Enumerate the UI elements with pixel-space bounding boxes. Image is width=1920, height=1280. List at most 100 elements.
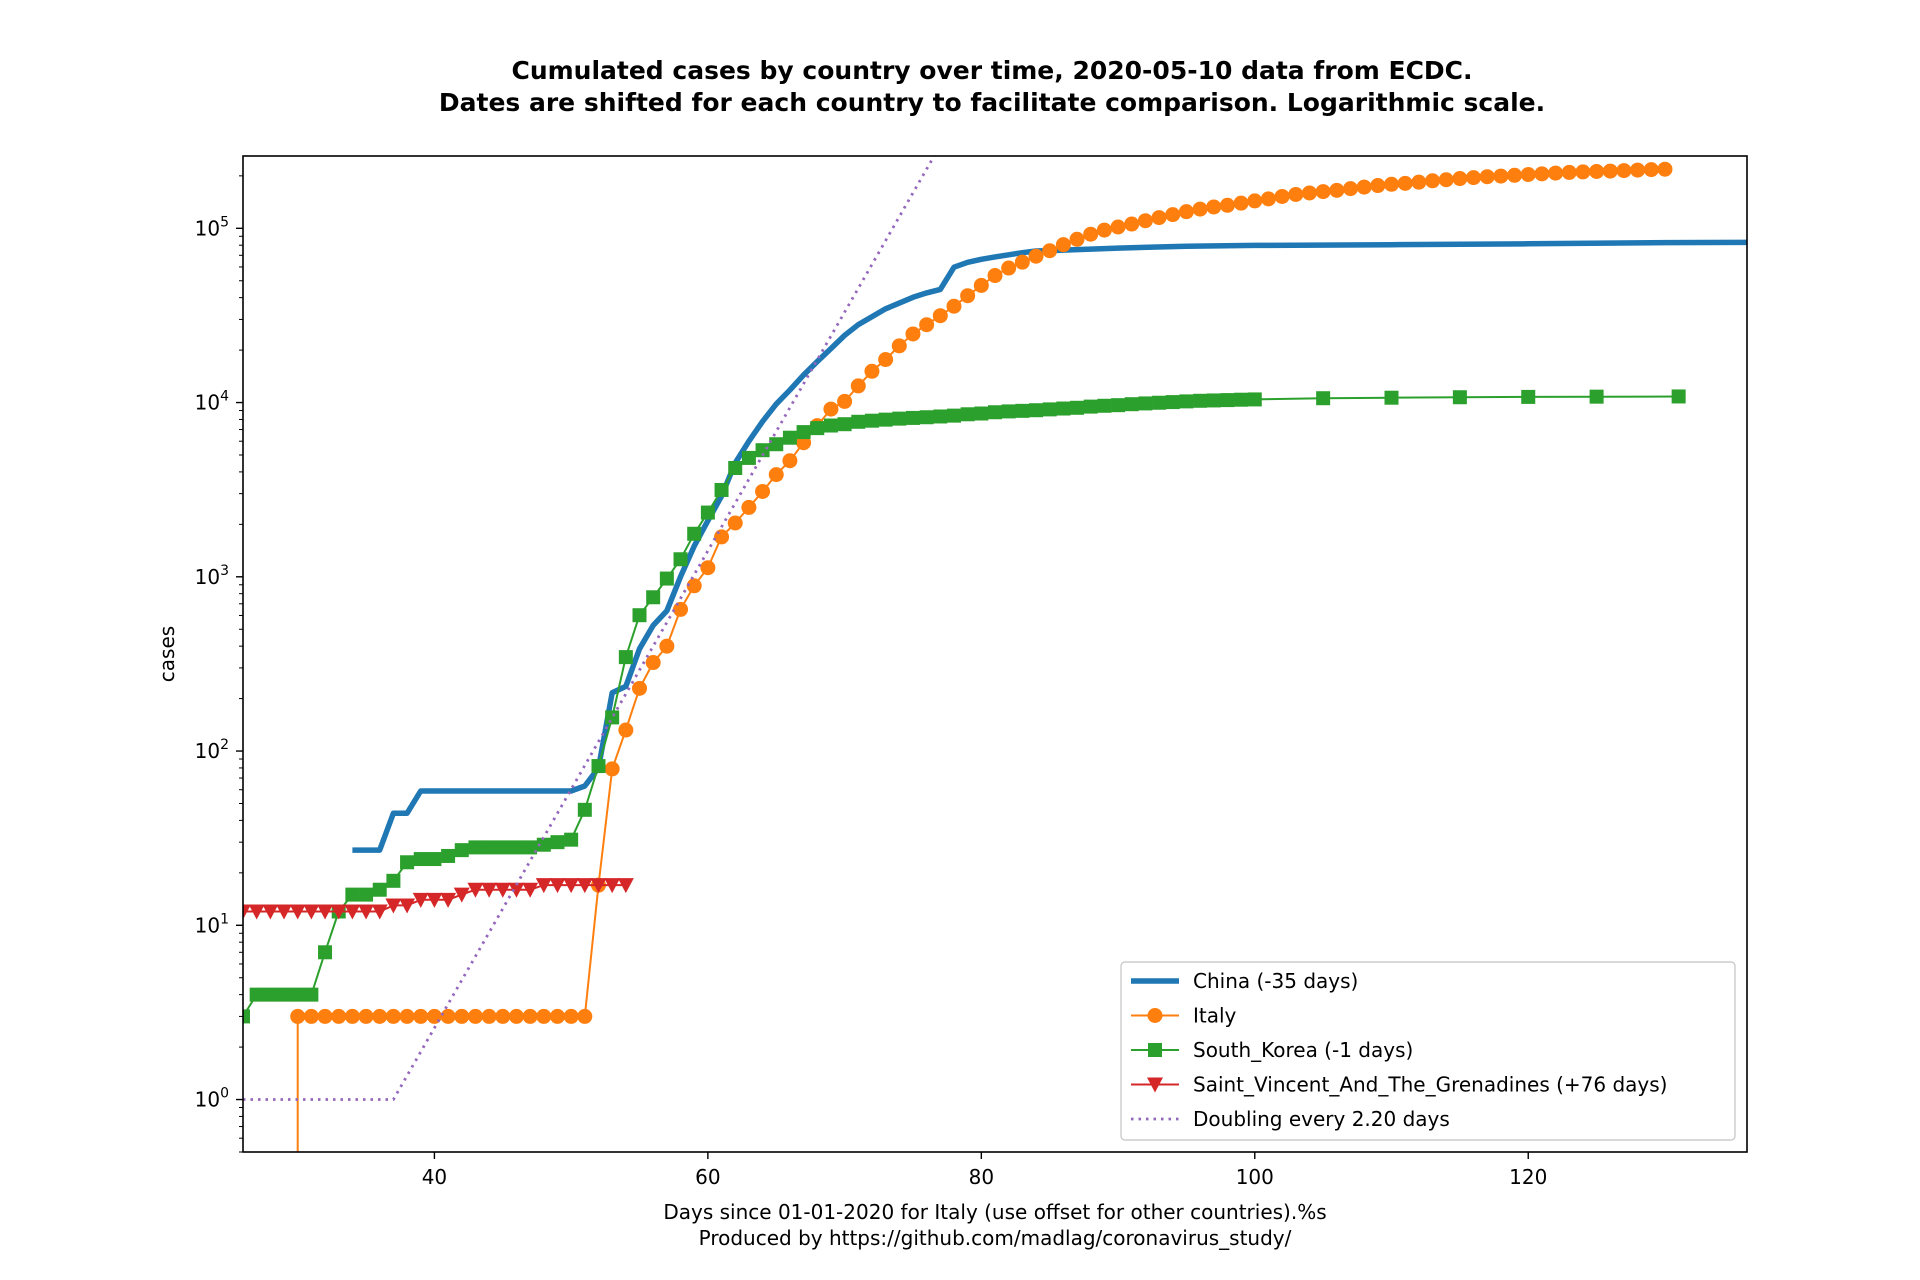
point-south-korea-1-days	[1015, 403, 1030, 418]
y-tick-label: 102	[195, 737, 229, 763]
point-south-korea-1-days	[919, 410, 934, 425]
point-south-korea-1-days	[1206, 393, 1221, 408]
point-italy	[303, 1008, 319, 1024]
point-south-korea-1-days	[1179, 394, 1194, 409]
point-italy	[467, 1008, 483, 1024]
point-south-korea-1-days	[243, 1009, 250, 1024]
point-italy	[1520, 167, 1536, 183]
point-south-korea-1-days	[646, 590, 661, 605]
point-south-korea-1-days	[632, 608, 647, 623]
point-south-korea-1-days	[290, 987, 305, 1002]
point-south-korea-1-days	[974, 406, 989, 421]
point-south-korea-1-days	[1165, 395, 1180, 410]
legend-item-china-35-days: China (-35 days)	[1131, 969, 1358, 993]
point-south-korea-1-days	[823, 418, 838, 433]
point-south-korea-1-days	[1247, 392, 1262, 407]
point-south-korea-1-days	[386, 873, 401, 888]
point-south-korea-1-days	[591, 759, 606, 774]
legend-box	[1120, 961, 1736, 1141]
point-south-korea-1-days	[345, 887, 360, 902]
point-south-korea-1-days	[864, 413, 879, 428]
point-italy	[372, 1008, 388, 1024]
series-saint-vincent-and-the-grenadines-76-days	[243, 878, 634, 920]
point-italy	[905, 326, 921, 342]
point-south-korea-1-days	[810, 421, 825, 436]
point-italy	[645, 655, 661, 671]
point-italy	[1384, 176, 1400, 192]
point-italy	[1288, 186, 1304, 202]
point-south-korea-1-days	[1083, 399, 1098, 414]
point-south-korea-1-days	[605, 710, 620, 725]
point-italy	[987, 268, 1003, 284]
point-italy	[440, 1008, 456, 1024]
point-italy	[481, 1008, 497, 1024]
point-italy	[1589, 163, 1605, 179]
point-saint-vincent-and-the-grenadines-76-days	[358, 904, 375, 920]
point-italy	[1575, 164, 1591, 180]
point-italy	[864, 363, 880, 379]
point-italy	[837, 393, 853, 409]
point-italy	[1438, 172, 1454, 188]
point-italy	[1260, 191, 1276, 207]
point-south-korea-1-days	[769, 437, 784, 452]
legend-marker	[1147, 1077, 1163, 1093]
point-saint-vincent-and-the-grenadines-76-days	[303, 904, 320, 920]
point-south-korea-1-days	[1589, 389, 1604, 404]
point-saint-vincent-and-the-grenadines-76-days	[535, 878, 552, 894]
point-italy	[426, 1008, 442, 1024]
point-italy	[919, 317, 935, 333]
point-italy	[1274, 188, 1290, 204]
point-italy	[331, 1008, 347, 1024]
legend: China (-35 days) Italy South_Korea (-1 day…	[1120, 961, 1736, 1141]
point-south-korea-1-days	[482, 840, 497, 855]
point-south-korea-1-days	[441, 848, 456, 863]
series-italy	[290, 161, 1673, 1152]
chart-subtitle: Dates are shifted for each country to fa…	[439, 88, 1545, 117]
point-italy	[659, 638, 675, 654]
point-south-korea-1-days	[400, 855, 415, 870]
point-italy	[1534, 166, 1550, 182]
point-saint-vincent-and-the-grenadines-76-days	[399, 898, 416, 914]
point-saint-vincent-and-the-grenadines-76-days	[494, 882, 511, 898]
point-italy	[1014, 254, 1030, 270]
point-saint-vincent-and-the-grenadines-76-days	[330, 904, 347, 920]
point-south-korea-1-days	[1070, 400, 1085, 415]
point-italy	[413, 1008, 429, 1024]
point-italy	[1192, 201, 1208, 217]
point-italy	[1425, 173, 1441, 189]
point-italy	[454, 1008, 470, 1024]
point-italy	[1493, 168, 1509, 184]
point-south-korea-1-days	[905, 410, 920, 425]
x-axis-label-credit: Produced by https://github.com/madlag/co…	[699, 1226, 1292, 1250]
point-italy	[1178, 204, 1194, 220]
point-italy	[1397, 175, 1413, 191]
point-south-korea-1-days	[1056, 401, 1071, 416]
point-south-korea-1-days	[1111, 398, 1126, 413]
point-saint-vincent-and-the-grenadines-76-days	[371, 904, 388, 920]
point-south-korea-1-days	[1316, 391, 1331, 406]
legend-item-south-korea-1-days: South_Korea (-1 days)	[1131, 1038, 1413, 1062]
point-south-korea-1-days	[550, 835, 565, 850]
point-saint-vincent-and-the-grenadines-76-days	[385, 898, 402, 914]
point-south-korea-1-days	[468, 840, 483, 855]
point-italy	[1452, 171, 1468, 187]
point-saint-vincent-and-the-grenadines-76-days	[317, 904, 334, 920]
point-south-korea-1-days	[714, 482, 729, 497]
point-italy	[536, 1008, 552, 1024]
point-saint-vincent-and-the-grenadines-76-days	[604, 878, 621, 894]
point-saint-vincent-and-the-grenadines-76-days	[243, 904, 251, 920]
point-italy	[1124, 216, 1140, 232]
point-saint-vincent-and-the-grenadines-76-days	[508, 882, 525, 898]
point-italy	[1219, 197, 1235, 213]
point-italy	[673, 601, 689, 617]
point-italy	[1055, 237, 1071, 253]
legend-marker	[1148, 1043, 1162, 1057]
y-tick-label: 100	[195, 1086, 229, 1112]
point-italy	[1096, 222, 1112, 238]
plot-frame	[242, 155, 1748, 1153]
point-south-korea-1-days	[413, 852, 428, 867]
point-saint-vincent-and-the-grenadines-76-days	[563, 878, 580, 894]
point-south-korea-1-days	[1152, 395, 1167, 410]
point-saint-vincent-and-the-grenadines-76-days	[590, 878, 607, 894]
